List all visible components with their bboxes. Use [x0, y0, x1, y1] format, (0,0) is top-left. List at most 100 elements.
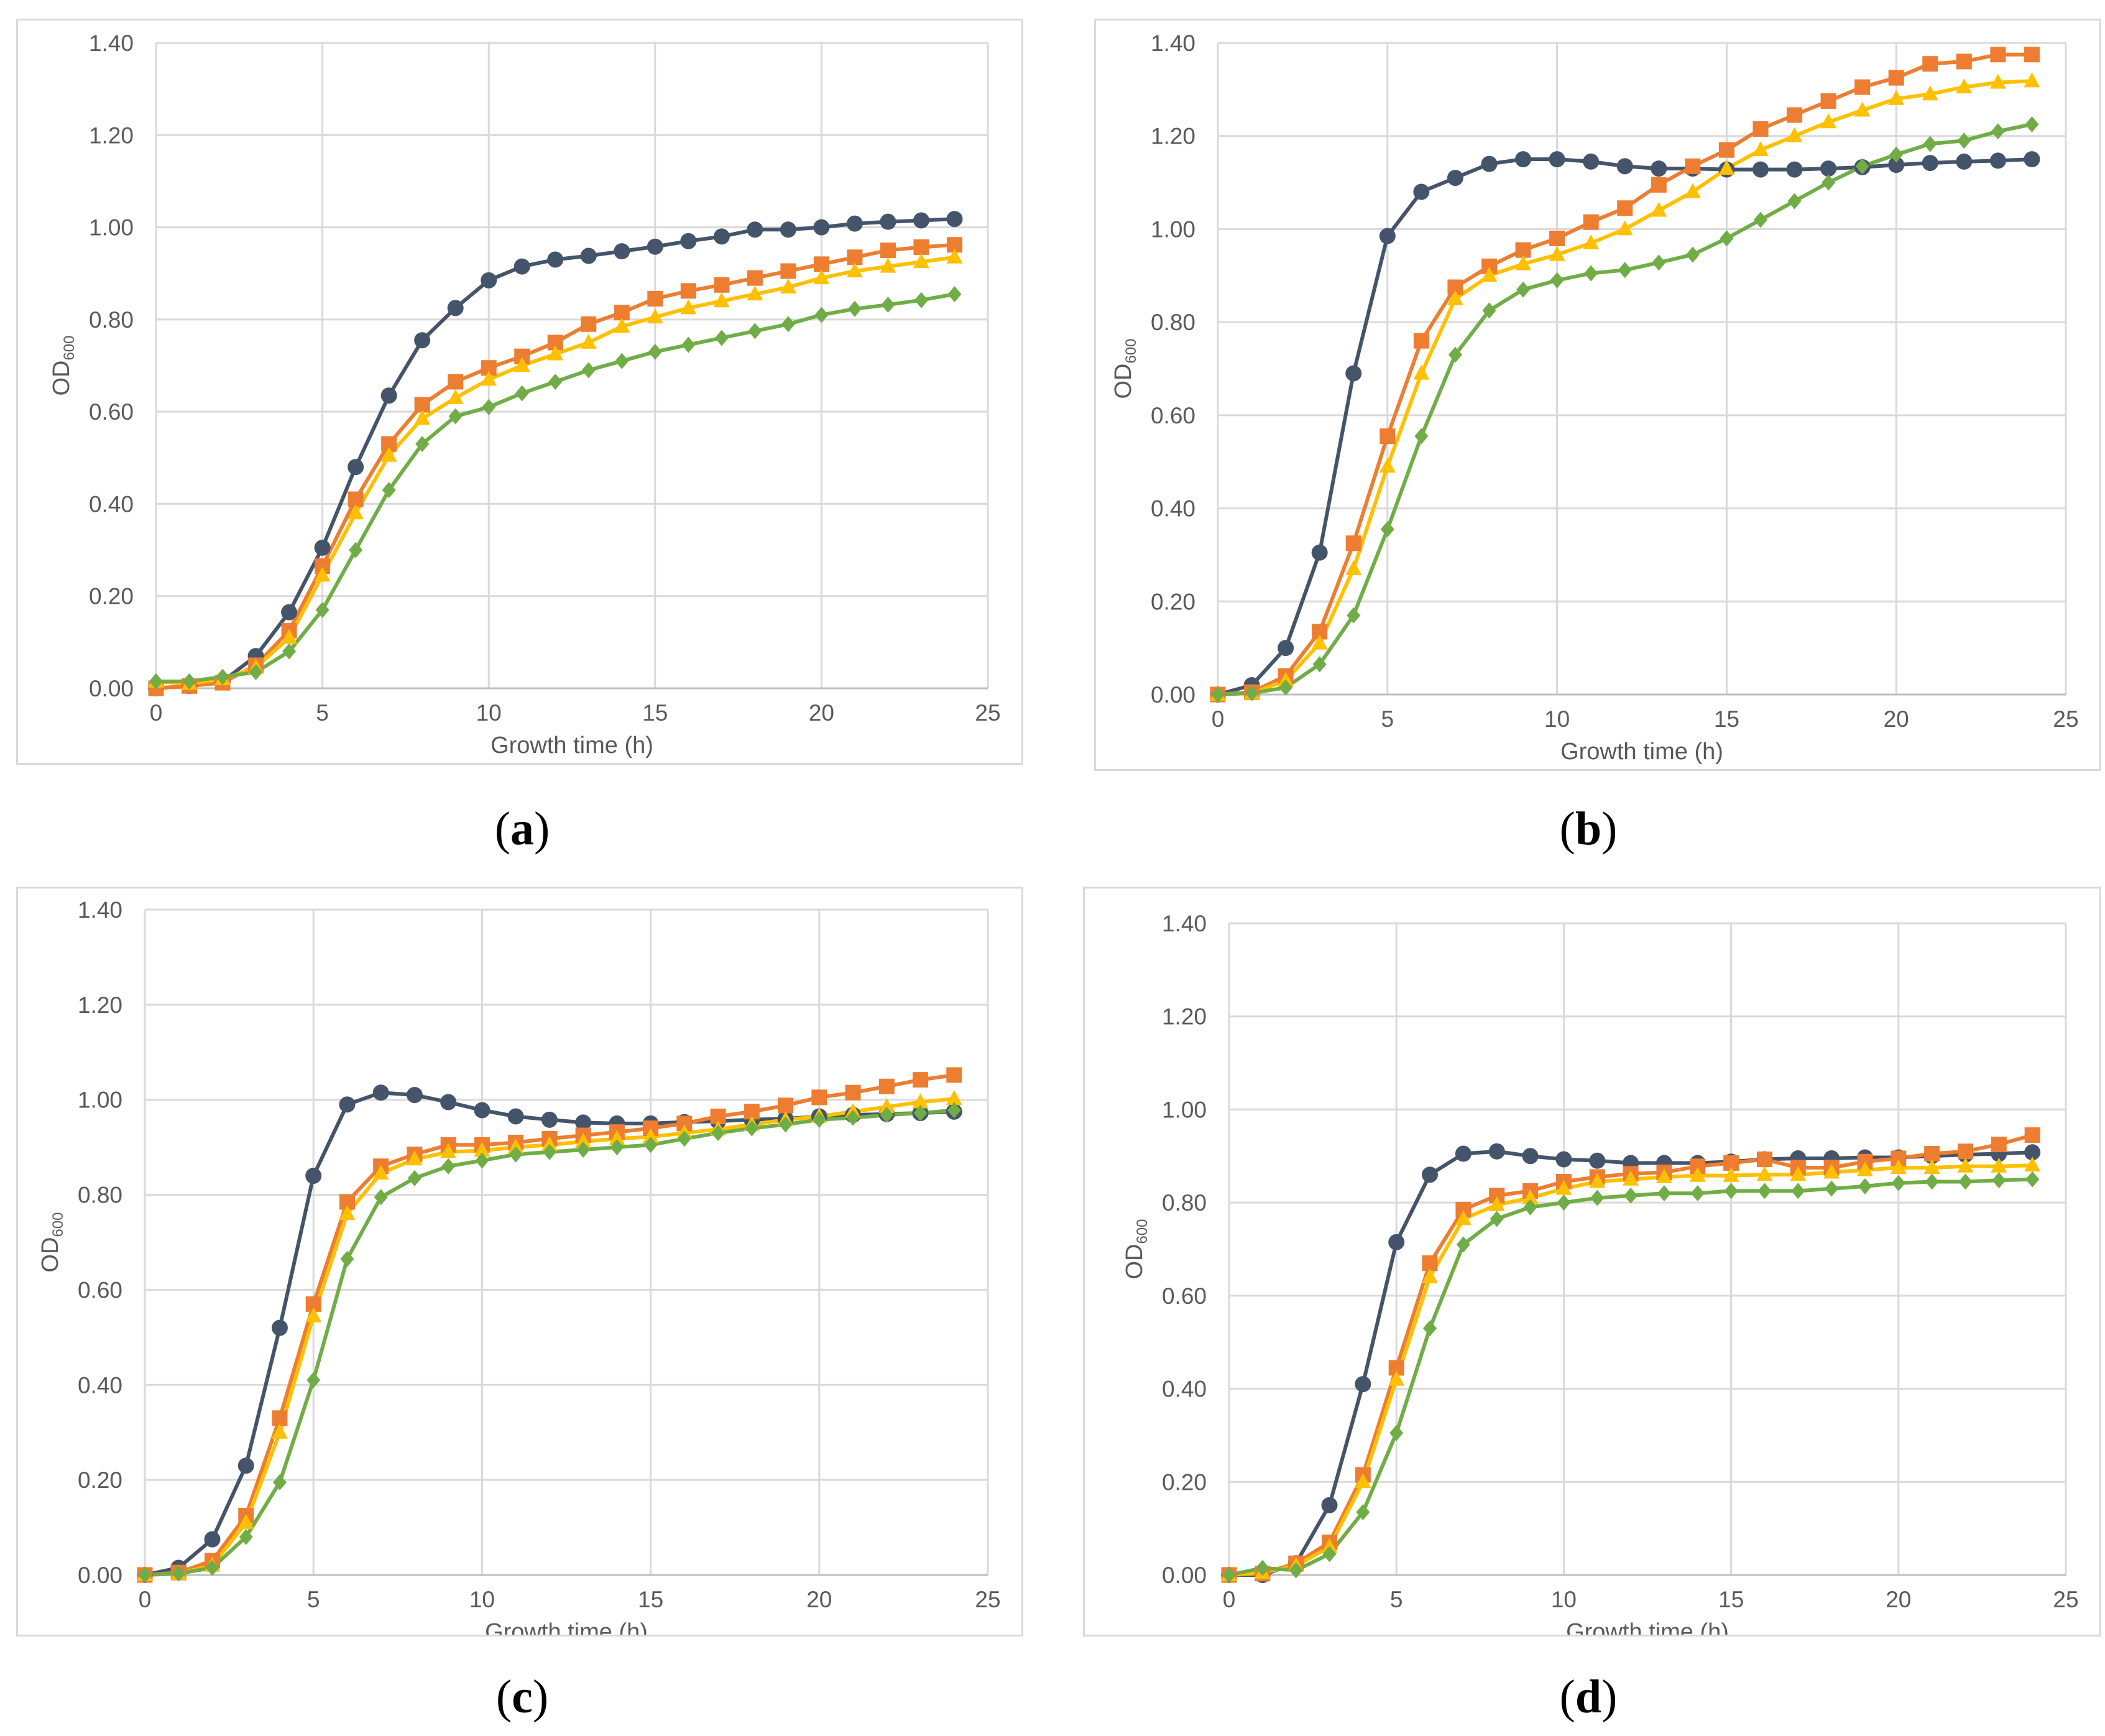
data-point-navy-circle: [1413, 183, 1430, 200]
data-point-yellow-triangle: [1488, 1196, 1505, 1211]
data-point-green-diamond: [1255, 1559, 1269, 1576]
data-point-green-diamond: [1891, 1175, 1905, 1191]
data-point-green-diamond: [1923, 136, 1937, 152]
data-point-green-diamond: [814, 307, 829, 323]
data-point-orange-square: [880, 242, 896, 259]
data-point-orange-square: [1922, 56, 1938, 72]
data-point-navy-circle: [1311, 544, 1328, 561]
data-point-orange-square: [1787, 107, 1803, 123]
data-point-orange-square: [1651, 177, 1667, 193]
data-point-green-diamond: [643, 1137, 658, 1153]
data-point-green-diamond: [1753, 211, 1767, 228]
data-point-orange-square: [845, 1084, 861, 1101]
data-point-green-diamond: [448, 408, 463, 425]
data-point-orange-square: [913, 1072, 929, 1088]
y-tick-label: 0.20: [78, 1467, 122, 1493]
y-axis-title: OD600: [48, 335, 78, 395]
data-point-green-diamond: [1958, 1173, 1973, 1190]
data-point-green-diamond: [1557, 1194, 1571, 1211]
data-point-navy-circle: [271, 1319, 288, 1336]
data-point-orange-square: [1957, 1143, 1973, 1160]
data-point-navy-circle: [281, 604, 298, 621]
x-tick-label: 10: [469, 1587, 495, 1612]
data-point-yellow-triangle: [1922, 85, 1938, 101]
data-point-orange-square: [1515, 242, 1531, 258]
data-point-yellow-triangle: [281, 629, 298, 644]
data-point-yellow-triangle: [440, 1143, 457, 1158]
data-point-green-diamond: [1389, 1424, 1404, 1441]
data-point-orange-square: [1617, 200, 1633, 216]
x-tick-label: 20: [806, 1587, 832, 1612]
data-point-orange-square: [448, 374, 464, 390]
data-point-navy-circle: [1321, 1497, 1338, 1513]
data-point-green-diamond: [745, 1120, 759, 1137]
data-point-navy-circle: [1922, 155, 1938, 172]
data-point-yellow-triangle: [747, 285, 763, 301]
data-point-navy-circle: [580, 247, 597, 264]
x-axis-title: Growth time (h): [1560, 739, 1723, 765]
panel-label-b: (b): [1559, 803, 1618, 855]
data-point-yellow-triangle: [1991, 1157, 2007, 1173]
data-point-green-diamond: [1423, 1320, 1437, 1337]
data-point-yellow-triangle: [414, 410, 431, 425]
data-point-navy-circle: [1278, 640, 1294, 657]
data-point-orange-square: [946, 1067, 962, 1083]
data-point-navy-circle: [575, 1114, 592, 1131]
data-point-yellow-triangle: [1723, 1166, 1739, 1182]
data-point-orange-square: [680, 283, 696, 299]
data-point-green-diamond: [847, 300, 862, 317]
data-point-green-diamond: [576, 1141, 591, 1158]
data-point-yellow-triangle: [372, 1165, 389, 1180]
data-point-navy-circle: [1515, 151, 1532, 168]
data-point-yellow-triangle: [1589, 1173, 1606, 1188]
x-tick-label: 25: [975, 1587, 1000, 1612]
data-point-green-diamond: [1289, 1562, 1303, 1579]
y-tick-label: 1.40: [78, 897, 122, 923]
data-point-yellow-triangle: [580, 333, 597, 349]
data-point-yellow-triangle: [1957, 1157, 1974, 1173]
series-line-green-diamond: [144, 1108, 955, 1577]
data-point-green-diamond: [714, 330, 729, 346]
data-point-navy-circle: [946, 211, 963, 228]
x-tick-label: 25: [2053, 706, 2078, 732]
x-tick-label: 5: [316, 700, 329, 726]
data-point-yellow-triangle: [946, 248, 963, 264]
data-point-orange-square: [1422, 1255, 1438, 1271]
y-tick-label: 0.40: [1162, 1377, 1207, 1402]
data-point-orange-square: [1549, 230, 1565, 246]
data-point-green-diamond: [947, 286, 962, 303]
data-point-orange-square: [1718, 142, 1734, 158]
data-point-green-diamond: [1516, 281, 1531, 298]
x-tick-label: 0: [1223, 1587, 1236, 1612]
data-point-yellow-triangle: [1790, 1166, 1807, 1181]
data-point-green-diamond: [272, 1474, 287, 1490]
data-point-yellow-triangle: [609, 1130, 625, 1145]
data-point-navy-circle: [406, 1087, 423, 1104]
data-point-yellow-triangle: [912, 1093, 929, 1109]
data-point-navy-circle: [474, 1102, 491, 1119]
data-point-green-diamond: [1991, 123, 2005, 140]
x-tick-label: 0: [1212, 706, 1225, 732]
data-point-green-diamond: [1245, 685, 1259, 701]
data-point-green-diamond: [881, 297, 895, 313]
data-point-yellow-triangle: [846, 262, 863, 278]
x-tick-label: 25: [975, 700, 1000, 726]
data-point-yellow-triangle: [1786, 127, 1803, 142]
data-point-green-diamond: [812, 1111, 826, 1128]
chart-frame-b: 0.00 0.20 0.40 0.60 0.80 1.00 1.20 1.40 0 5 10 15 20…: [1094, 19, 2101, 771]
data-point-green-diamond: [382, 482, 396, 499]
data-point-green-diamond: [1787, 193, 1802, 210]
x-tick-label: 0: [139, 1587, 152, 1612]
data-point-green-diamond: [681, 336, 696, 353]
data-point-orange-square: [1991, 1137, 2007, 1153]
data-point-yellow-triangle: [1555, 1180, 1572, 1195]
data-point-navy-circle: [747, 221, 763, 238]
series-line-yellow-triangle: [155, 255, 955, 686]
data-point-yellow-triangle: [1823, 1163, 1840, 1179]
data-point-navy-circle: [680, 233, 697, 249]
y-tick-label: 0.80: [78, 1183, 122, 1208]
data-point-green-diamond: [778, 1116, 793, 1133]
data-point-green-diamond: [1858, 1178, 1872, 1194]
data-point-yellow-triangle: [1656, 1168, 1672, 1183]
x-tick-label: 20: [1886, 1587, 1911, 1612]
